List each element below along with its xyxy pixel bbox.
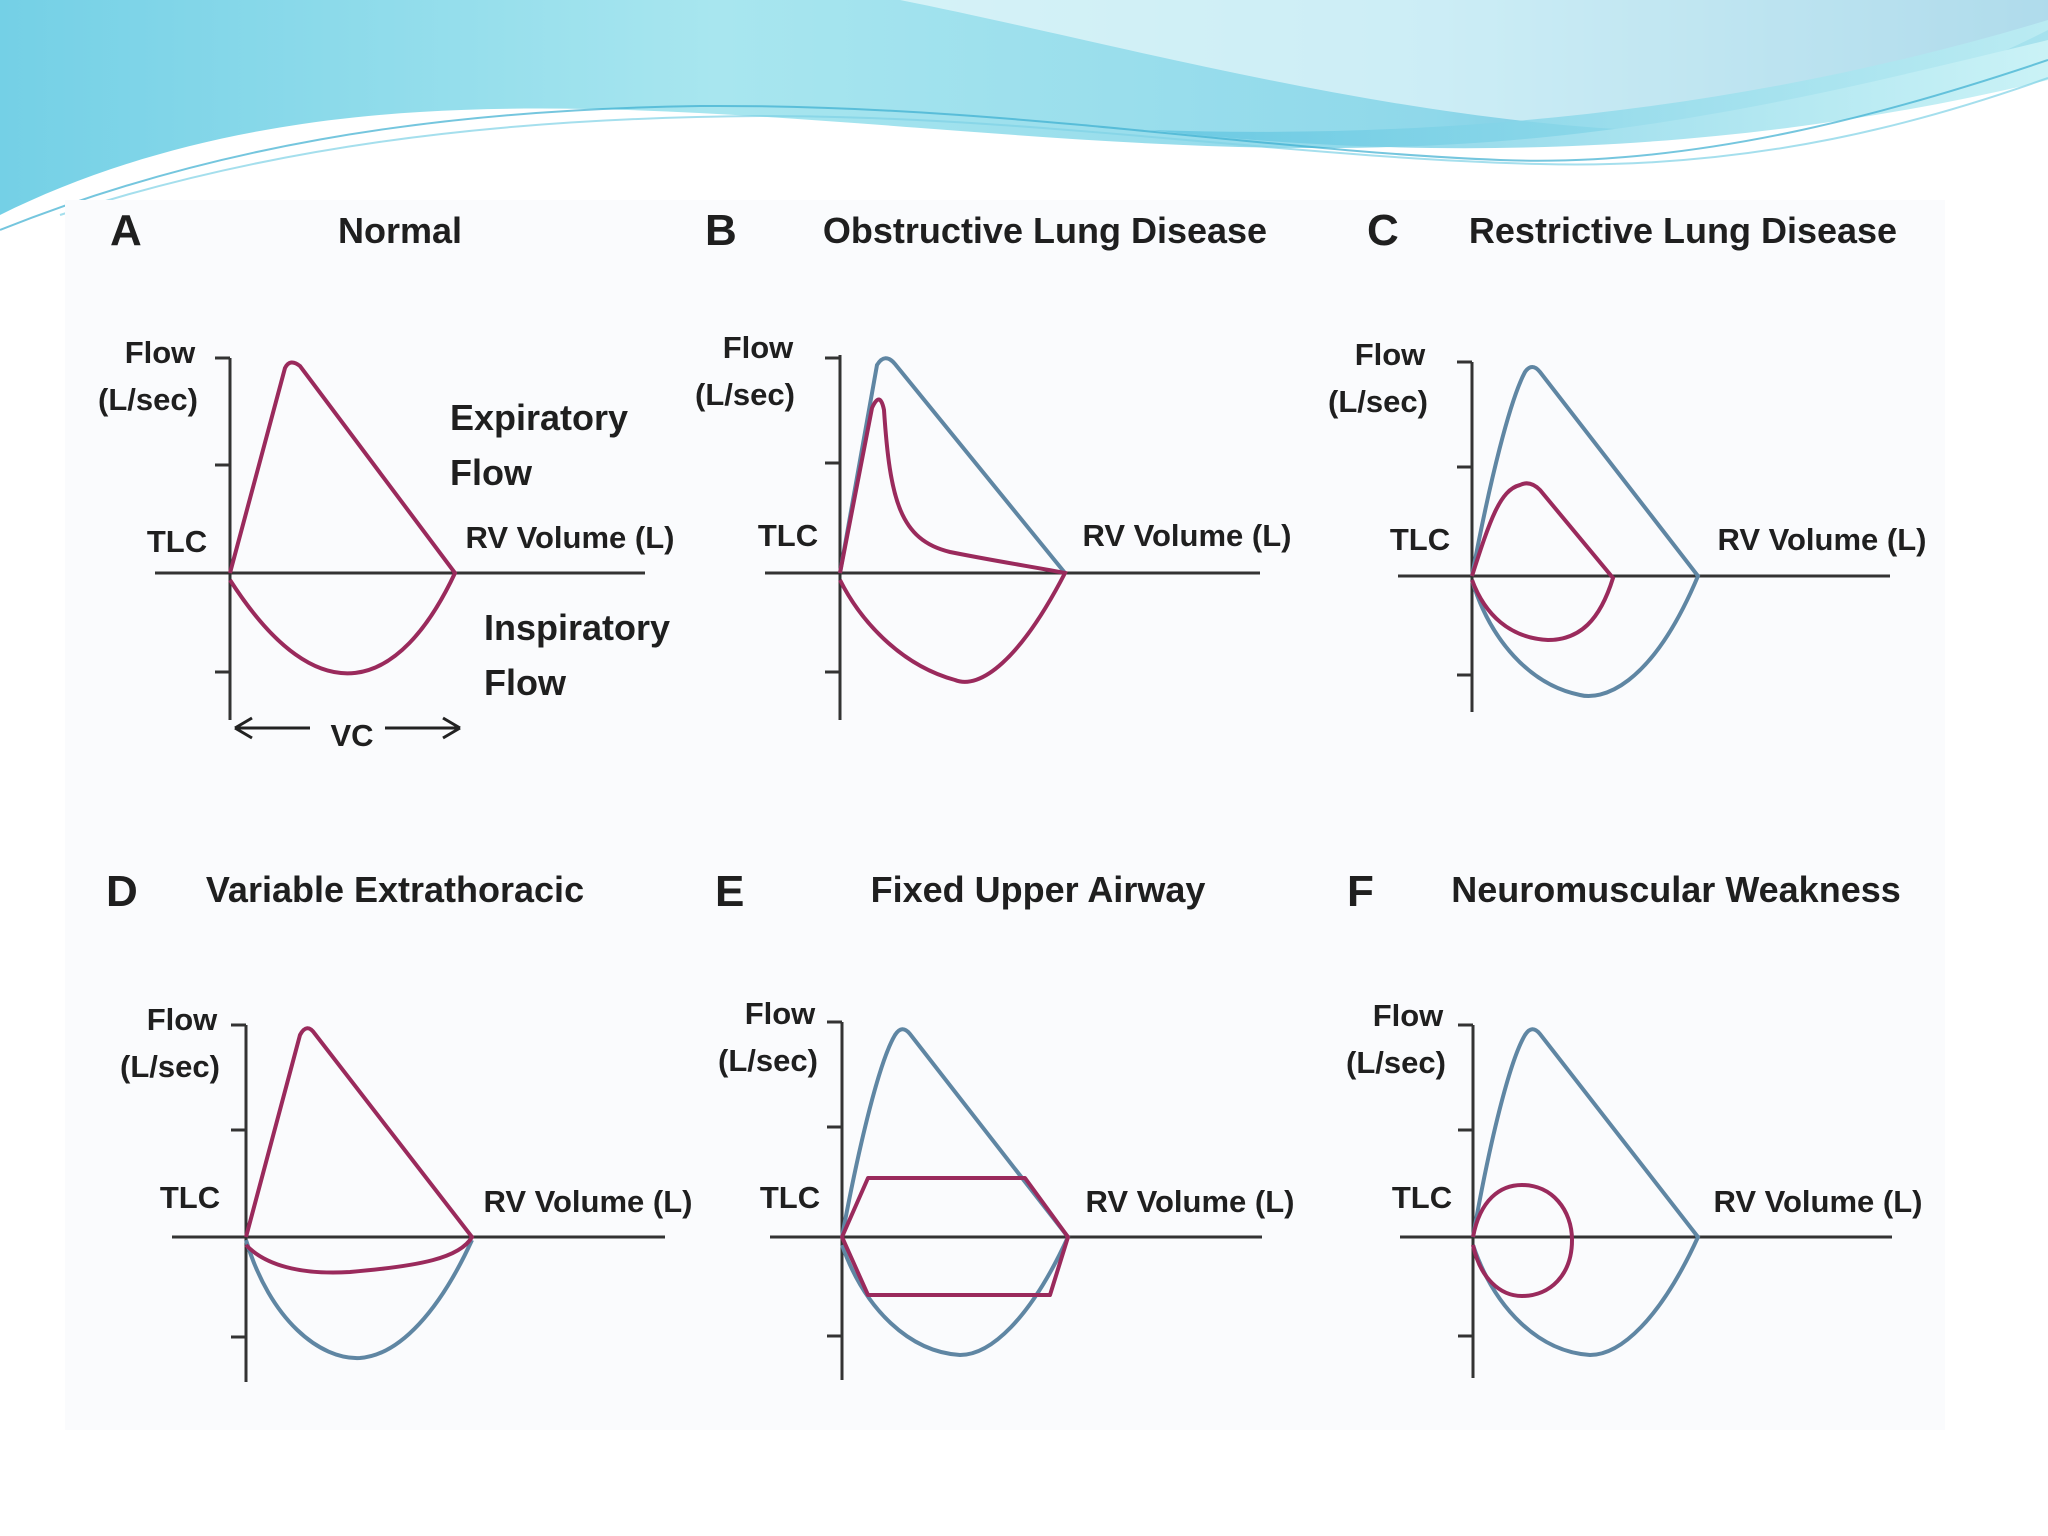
flow-axis-unit: (L/sec) [1328,384,1428,419]
flow-axis-label: Flow [147,1002,218,1037]
normal-reference-loop [840,1027,1071,1358]
tlc-label: TLC [147,524,207,559]
flow-axis-label: Flow [745,996,816,1031]
normal-loop [228,360,458,676]
vc-arrowhead-right [442,716,461,740]
vc-label: VC [330,718,373,753]
fixed-upper-airway-loop [840,1176,1070,1297]
panel-b: B Obstructive Lung Disease Flow (L/sec) … [695,206,1291,720]
panel-letter: D [106,867,138,916]
panel-e: E Fixed Upper Airway Flow (L/sec) TLC RV… [715,867,1294,1380]
rv-volume-label: RV Volume (L) [466,520,675,555]
panel-letter: C [1367,206,1399,255]
flow-axis-unit: (L/sec) [1346,1045,1446,1080]
panel-title: Normal [338,210,462,251]
tlc-label: TLC [1392,1180,1452,1215]
panel-title: Variable Extrathoracic [206,869,584,910]
panel-title: Restrictive Lung Disease [1469,210,1897,251]
panel-c: C Restrictive Lung Disease Flow (L/sec) … [1328,206,1926,712]
tlc-label: TLC [758,518,818,553]
banner-line-2 [59,77,2048,216]
variable-extrathoracic-loop [244,1026,475,1275]
banner-line-1 [0,59,2048,231]
panel-letter: E [715,867,744,916]
rv-volume-label: RV Volume (L) [1086,1184,1295,1219]
flow-axis-unit: (L/sec) [718,1043,818,1078]
normal-reference-loop [1471,1027,1701,1358]
flow-axis-label: Flow [125,335,196,370]
flow-axis-label: Flow [1355,337,1426,372]
panel-title: Neuromuscular Weakness [1451,869,1901,910]
panel-title: Fixed Upper Airway [871,869,1206,910]
flow-axis-label: Flow [723,330,794,365]
rv-volume-label: RV Volume (L) [484,1184,693,1219]
vc-arrowhead-left [234,716,253,740]
banner-wave-front [1150,20,2048,149]
panel-letter: B [705,206,737,255]
neuromuscular-weakness-loop [1471,1182,1575,1299]
inspiratory-label: Inspiratory [484,607,670,648]
expiratory-label-2: Flow [450,452,533,493]
tlc-label: TLC [160,1180,220,1215]
obstructive-loop [838,397,1068,684]
panel-letter: A [110,206,142,255]
normal-reference-loop [838,356,1067,575]
figure-background [65,200,1945,1430]
rv-volume-label: RV Volume (L) [1083,518,1292,553]
expiratory-label: Expiratory [450,397,628,438]
panel-f: F Neuromuscular Weakness Flow (L/sec) TL… [1346,867,1922,1378]
tlc-label: TLC [1390,522,1450,557]
tlc-label: TLC [760,1180,820,1215]
panel-d: D Variable Extrathoracic Flow (L/sec) TL… [106,867,692,1382]
rv-volume-label: RV Volume (L) [1718,522,1927,557]
flow-axis-label: Flow [1373,998,1444,1033]
normal-reference-inspiratory [244,1239,474,1361]
panel-a: A Normal Flow (L/sec) TLC RV Volume (L) … [98,206,674,753]
flow-axis-unit: (L/sec) [120,1049,220,1084]
inspiratory-label-2: Flow [484,662,567,703]
flow-axis-unit: (L/sec) [98,382,198,417]
flow-axis-unit: (L/sec) [695,377,795,412]
restrictive-loop [1470,481,1616,643]
panel-letter: F [1347,867,1374,916]
panel-title: Obstructive Lung Disease [823,210,1267,251]
normal-reference-loop [1470,365,1701,698]
rv-volume-label: RV Volume (L) [1714,1184,1923,1219]
